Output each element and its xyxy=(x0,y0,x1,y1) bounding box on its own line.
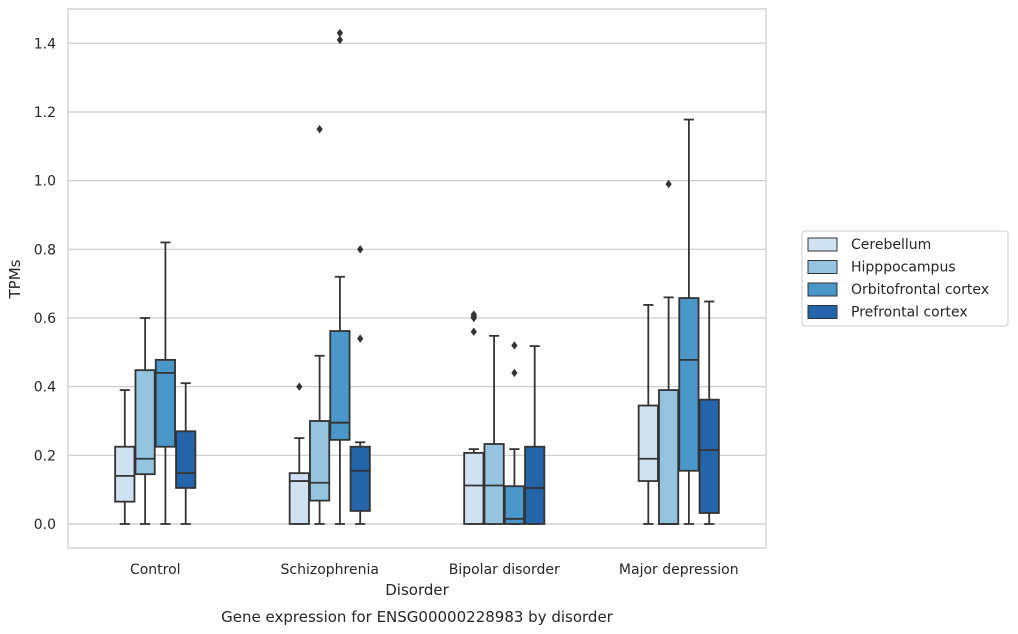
legend-item-1: Hipppocampus xyxy=(807,260,956,276)
box-body xyxy=(637,404,659,482)
legend-swatch xyxy=(807,282,838,297)
box-group-3 xyxy=(637,118,720,525)
outlier-point xyxy=(357,245,364,254)
x-tick-label: Control xyxy=(130,562,181,578)
box-body xyxy=(678,297,700,472)
box-groups xyxy=(114,28,720,525)
box-2-0 xyxy=(463,310,485,525)
y-tick-label: 1.0 xyxy=(34,174,56,190)
y-tick-label: 0.4 xyxy=(34,380,56,396)
legend-frame xyxy=(801,230,1009,327)
outlier-point xyxy=(357,334,364,343)
plot-frame xyxy=(67,8,767,549)
box-body xyxy=(524,445,546,525)
box-body xyxy=(134,369,156,476)
y-tick-label: 0.6 xyxy=(34,311,56,327)
box-1-1 xyxy=(309,124,331,525)
y-tick-label: 1.4 xyxy=(34,36,56,52)
box-1-0 xyxy=(288,382,310,525)
box-group-2 xyxy=(463,310,546,525)
outlier-point xyxy=(470,310,477,319)
box-body xyxy=(483,443,505,525)
box-1-2 xyxy=(329,28,351,525)
box-3-3 xyxy=(698,300,720,525)
box-body xyxy=(698,398,720,514)
y-axis-ticks: 0.0 0.2 0.4 0.6 0.8 1.0 1.2 1.4 xyxy=(34,36,56,533)
y-tick-label: 1.2 xyxy=(34,105,56,121)
box-0-0 xyxy=(114,389,136,525)
box-group-1 xyxy=(288,28,371,525)
box-body xyxy=(463,452,485,525)
box-2-3 xyxy=(524,345,546,525)
box-body xyxy=(658,389,680,525)
legend-label: Orbitofrontal cortex xyxy=(851,282,989,298)
y-axis-label: TPMs xyxy=(6,259,24,299)
box-0-2 xyxy=(154,241,176,525)
box-body xyxy=(154,358,176,448)
outlier-point xyxy=(511,368,518,378)
x-tick-label: Schizophrenia xyxy=(281,562,379,578)
box-3-1 xyxy=(658,179,680,525)
box-body xyxy=(114,445,136,503)
legend-item-0: Cerebellum xyxy=(807,237,931,253)
y-tick-label: 0.0 xyxy=(34,517,56,533)
legend-swatch xyxy=(807,237,838,252)
x-axis-label: Disorder xyxy=(385,581,449,599)
x-tick-label: Bipolar disorder xyxy=(449,562,560,578)
box-2-1 xyxy=(483,334,505,525)
chart-caption: Gene expression for ENSG00000228983 by d… xyxy=(221,608,614,626)
outlier-point xyxy=(511,341,518,350)
y-tick-label: 0.2 xyxy=(34,448,56,464)
outlier-point xyxy=(665,179,672,189)
legend-item-3: Prefrontal cortex xyxy=(807,305,968,321)
legend: Cerebellum Hipppocampus Orbitofrontal cort… xyxy=(801,230,1009,327)
outlier-point xyxy=(336,35,344,45)
box-body xyxy=(329,330,351,441)
outlier-point xyxy=(316,124,323,134)
x-tick-label: Major depression xyxy=(619,562,739,578)
y-tick-label: 0.8 xyxy=(34,242,56,258)
box-0-3 xyxy=(175,382,197,525)
outlier-point xyxy=(470,327,477,336)
outlier-point xyxy=(336,28,344,38)
box-group-0 xyxy=(114,241,197,525)
legend-swatch xyxy=(807,260,838,274)
legend-label: Prefrontal cortex xyxy=(851,305,968,321)
box-body xyxy=(309,420,331,502)
box-3-2 xyxy=(678,118,700,525)
box-2-2 xyxy=(503,341,525,525)
legend-label: Cerebellum xyxy=(851,237,931,253)
box-body xyxy=(349,445,371,512)
legend-label: Hipppocampus xyxy=(851,260,956,276)
box-body xyxy=(288,472,310,525)
box-0-1 xyxy=(134,317,156,525)
box-3-0 xyxy=(637,304,659,525)
x-axis-ticks: Control Schizophrenia Bipolar disorder Majo… xyxy=(130,562,739,578)
box-1-3 xyxy=(349,245,371,525)
outlier-point xyxy=(296,382,303,391)
legend-swatch xyxy=(807,305,838,319)
box-body xyxy=(175,430,197,489)
legend-item-2: Orbitofrontal cortex xyxy=(807,282,989,298)
box-body xyxy=(503,485,525,525)
